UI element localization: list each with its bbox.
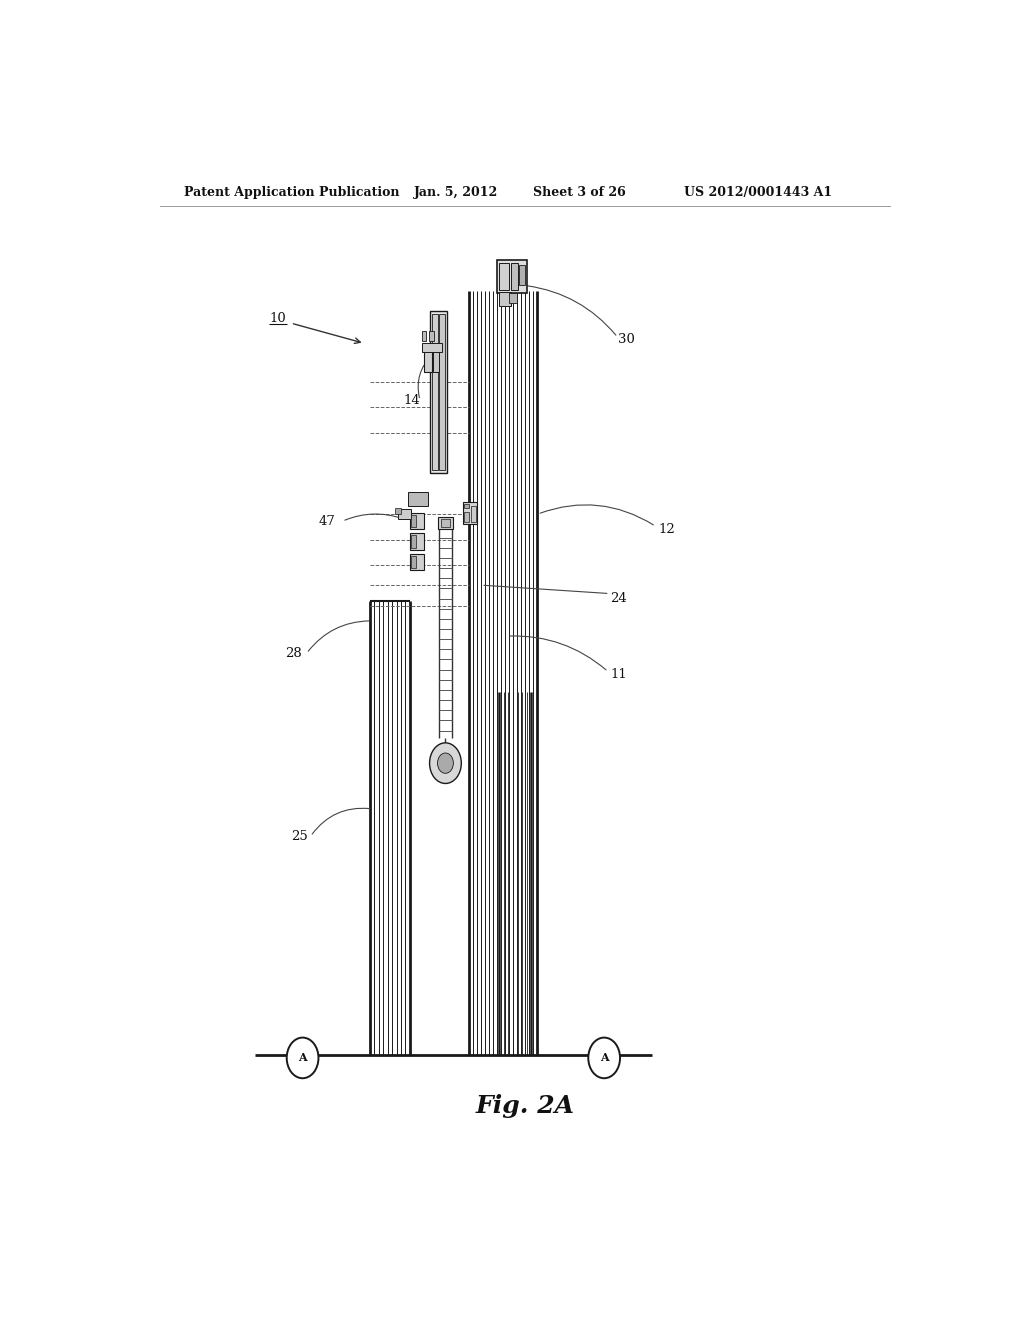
- Bar: [500, 263, 509, 289]
- Bar: [397, 510, 411, 519]
- Text: 24: 24: [609, 591, 627, 605]
- Text: 14: 14: [403, 393, 420, 407]
- Bar: [439, 314, 444, 470]
- Bar: [500, 292, 511, 306]
- Bar: [429, 331, 433, 342]
- Bar: [465, 504, 469, 508]
- Text: Patent Application Publication: Patent Application Publication: [183, 186, 399, 199]
- Circle shape: [437, 752, 454, 774]
- Text: 11: 11: [610, 668, 628, 681]
- Bar: [430, 312, 447, 474]
- Bar: [519, 265, 524, 285]
- Bar: [412, 536, 416, 548]
- Bar: [409, 492, 428, 506]
- Bar: [424, 346, 432, 372]
- Bar: [410, 554, 424, 570]
- Circle shape: [588, 1038, 620, 1078]
- Circle shape: [287, 1038, 318, 1078]
- Text: Sheet 3 of 26: Sheet 3 of 26: [532, 186, 626, 199]
- Bar: [410, 533, 424, 549]
- Text: Fig. 2A: Fig. 2A: [475, 1094, 574, 1118]
- Bar: [433, 346, 439, 372]
- Bar: [394, 508, 401, 515]
- Bar: [432, 314, 437, 470]
- Bar: [422, 331, 426, 342]
- Bar: [465, 512, 469, 523]
- Text: 47: 47: [318, 515, 335, 528]
- Text: 25: 25: [291, 830, 307, 843]
- Bar: [412, 515, 416, 528]
- Bar: [497, 260, 527, 293]
- Bar: [423, 343, 442, 351]
- Text: US 2012/0001443 A1: US 2012/0001443 A1: [684, 186, 831, 199]
- Bar: [440, 519, 451, 528]
- Bar: [463, 502, 477, 524]
- Text: A: A: [600, 1052, 608, 1064]
- Circle shape: [430, 743, 462, 784]
- Text: 12: 12: [658, 523, 675, 536]
- Bar: [412, 556, 416, 568]
- Text: 28: 28: [285, 647, 302, 660]
- Bar: [471, 506, 475, 523]
- Text: Jan. 5, 2012: Jan. 5, 2012: [414, 186, 498, 199]
- Text: 10: 10: [269, 313, 286, 326]
- Bar: [509, 293, 517, 302]
- Bar: [437, 517, 454, 529]
- Text: A: A: [298, 1052, 307, 1064]
- Text: 30: 30: [617, 333, 635, 346]
- Bar: [410, 513, 424, 529]
- Bar: [511, 263, 518, 289]
